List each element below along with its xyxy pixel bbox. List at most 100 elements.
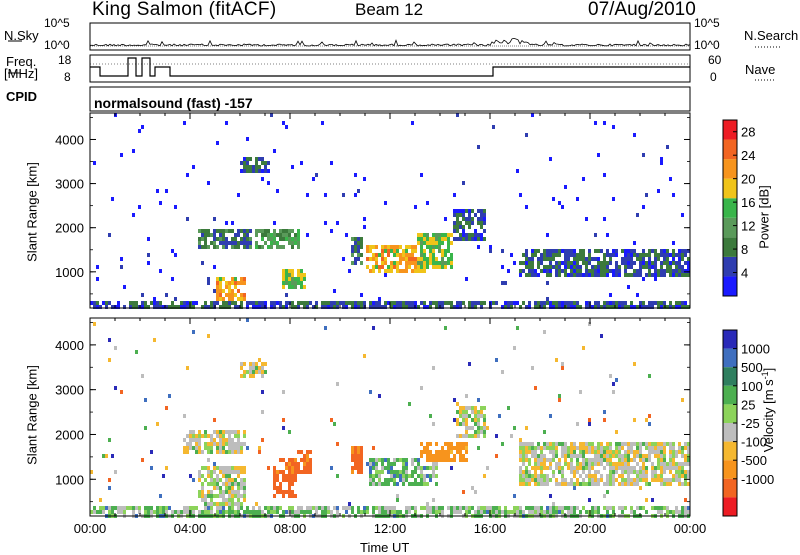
data-cell [480, 213, 483, 217]
data-cell [492, 506, 495, 510]
data-cell [381, 466, 384, 470]
data-cell [624, 478, 627, 482]
data-cell [132, 149, 135, 153]
data-cell [342, 193, 345, 197]
data-cell [639, 301, 642, 305]
data-cell [219, 466, 222, 470]
data-cell [324, 221, 327, 225]
data-cell [231, 289, 234, 293]
data-cell [210, 450, 213, 454]
data-cell [279, 470, 282, 474]
data-cell [357, 466, 360, 470]
data-cell [450, 466, 453, 470]
data-cell [456, 418, 459, 422]
data-cell [279, 458, 282, 462]
data-cell [651, 506, 654, 510]
data-cell [369, 301, 372, 305]
data-cell [240, 277, 243, 281]
data-cell [123, 510, 126, 514]
data-cell [291, 273, 294, 277]
power-colorbar-tick-label: 24 [741, 148, 755, 163]
data-cell [435, 506, 438, 510]
data-cell [576, 454, 579, 458]
data-cell [306, 233, 309, 237]
data-cell [234, 301, 237, 305]
data-cell [330, 510, 333, 514]
data-cell [219, 502, 222, 506]
data-cell [615, 378, 618, 382]
data-cell [237, 442, 240, 446]
data-cell [198, 450, 201, 454]
data-cell [597, 446, 600, 450]
data-cell [657, 458, 660, 462]
velocity-colorbar-segment [723, 348, 737, 368]
data-cell [198, 442, 201, 446]
data-cell [423, 241, 426, 245]
data-cell [102, 454, 105, 458]
data-cell [687, 462, 690, 466]
data-cell [456, 434, 459, 438]
data-cell [510, 301, 513, 305]
data-cell [276, 474, 279, 478]
data-cell [390, 506, 393, 510]
data-cell [525, 205, 528, 209]
data-cell [468, 233, 471, 237]
data-cell [585, 269, 588, 273]
data-cell [405, 458, 408, 462]
velocity-colorbar-segment [723, 385, 737, 405]
data-cell [99, 498, 102, 502]
data-cell [399, 458, 402, 462]
data-cell [651, 462, 654, 466]
data-cell [93, 305, 96, 309]
power-colorbar-segment [723, 276, 737, 296]
data-cell [132, 213, 135, 217]
data-cell [645, 418, 648, 422]
data-cell [384, 478, 387, 482]
data-cell [237, 305, 240, 309]
data-cell [357, 510, 360, 514]
data-cell [189, 442, 192, 446]
data-cell [369, 245, 372, 249]
data-cell [687, 470, 690, 474]
data-cell [234, 233, 237, 237]
data-cell [507, 406, 510, 410]
data-cell [120, 265, 123, 269]
data-cell [273, 494, 276, 498]
data-cell [237, 193, 240, 197]
data-cell [372, 466, 375, 470]
data-cell [378, 394, 381, 398]
data-cell [477, 145, 480, 149]
data-cell [420, 478, 423, 482]
data-cell [417, 241, 420, 245]
data-cell [477, 422, 480, 426]
data-cell [438, 237, 441, 241]
data-cell [684, 249, 687, 253]
data-cell [591, 458, 594, 462]
data-cell [681, 269, 684, 273]
data-cell [636, 470, 639, 474]
data-cell [378, 265, 381, 269]
data-cell [468, 362, 471, 366]
data-cell [669, 301, 672, 305]
data-cell [255, 157, 258, 161]
data-cell [534, 482, 537, 486]
data-cell [408, 305, 411, 309]
data-cell [636, 454, 639, 458]
data-cell [660, 273, 663, 277]
data-cell [570, 301, 573, 305]
data-cell [210, 241, 213, 245]
data-cell [648, 458, 651, 462]
x-axis-label: Time UT [360, 540, 410, 555]
data-cell [387, 482, 390, 486]
data-cell [672, 261, 675, 265]
data-cell [369, 474, 372, 478]
data-cell [630, 506, 633, 510]
data-cell [453, 510, 456, 514]
data-cell [534, 273, 537, 277]
data-cell [273, 474, 276, 478]
data-cell [576, 273, 579, 277]
data-cell [432, 470, 435, 474]
data-cell [105, 301, 108, 305]
data-cell [582, 261, 585, 265]
data-cell [558, 510, 561, 514]
